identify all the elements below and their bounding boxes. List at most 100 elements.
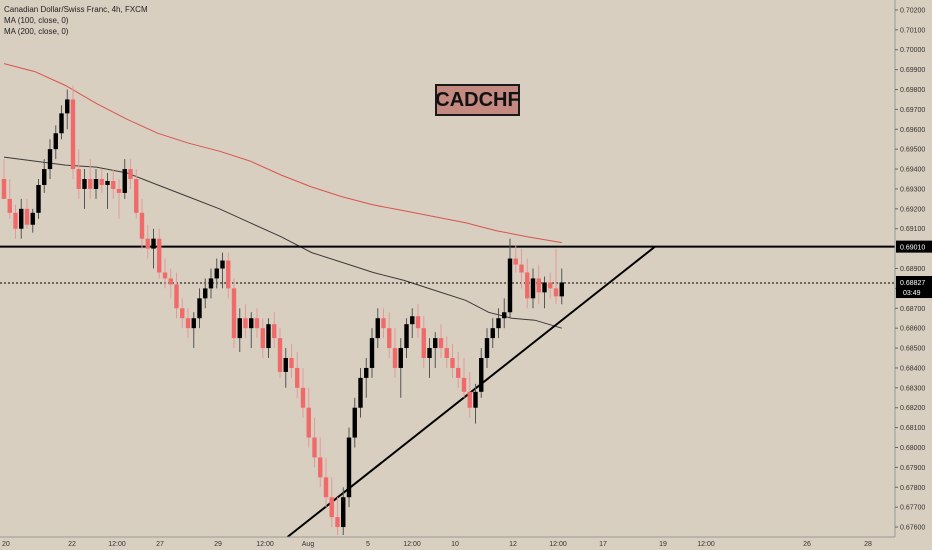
candle-body <box>369 338 375 368</box>
candle-body <box>70 99 76 170</box>
candle <box>553 248 559 305</box>
candle <box>116 179 122 219</box>
candle <box>375 308 380 349</box>
candle-body <box>312 437 317 458</box>
support-price-label: 0.69010 <box>900 245 925 252</box>
y-tick-label: 0.70000 <box>900 47 925 54</box>
candle-body <box>42 169 47 185</box>
x-tick-label: 12:00 <box>108 541 126 548</box>
candle <box>283 348 288 388</box>
candle <box>249 312 254 349</box>
candle-body <box>467 391 472 408</box>
candle <box>444 336 449 368</box>
candle <box>364 358 369 398</box>
candle-body <box>243 318 248 329</box>
candle <box>410 308 415 339</box>
candle-body <box>398 348 403 368</box>
candle <box>323 457 329 508</box>
candle-body <box>111 180 116 189</box>
candle <box>519 248 524 289</box>
y-tick-label: 0.68900 <box>900 266 925 273</box>
candle-body <box>375 318 380 339</box>
x-tick-label: 28 <box>864 541 872 548</box>
candle-body <box>329 497 334 518</box>
candle-body <box>323 477 329 498</box>
y-tick-label: 0.68400 <box>900 365 925 372</box>
candle <box>1 159 7 199</box>
candle <box>559 268 564 305</box>
candle <box>513 244 518 273</box>
candle-body <box>450 358 455 368</box>
candle-body <box>548 282 553 289</box>
candle <box>381 308 386 339</box>
candle-body <box>88 179 93 189</box>
candle-body <box>490 328 495 339</box>
candle-body <box>1 179 7 199</box>
candle-body <box>116 188 122 193</box>
candle <box>180 298 185 329</box>
candle <box>93 169 99 199</box>
candle <box>82 169 87 209</box>
x-tick-label: 17 <box>599 541 607 548</box>
candle <box>7 179 12 219</box>
candle-body <box>392 348 398 368</box>
y-tick-label: 0.69400 <box>900 167 925 174</box>
candle-body <box>30 212 35 225</box>
candle <box>30 208 35 233</box>
chart-legend: Canadian Dollar/Swiss Franc, 4h, FXCM MA… <box>4 4 148 37</box>
x-tick-label: 12:00 <box>549 541 567 548</box>
ma200-line <box>3 63 562 244</box>
y-tick-label: 0.67600 <box>900 525 925 532</box>
candle <box>542 276 547 309</box>
candle-body <box>272 324 277 339</box>
candle <box>277 328 283 378</box>
candle-body <box>381 318 386 329</box>
ma100-legend: MA (100, close, 0) <box>4 16 69 25</box>
candle-body <box>13 212 18 229</box>
candle-body <box>24 208 30 225</box>
candle-body <box>473 391 478 408</box>
candle-body <box>203 288 208 299</box>
candle <box>151 228 156 269</box>
candle-body <box>249 318 254 329</box>
candle-body <box>59 113 64 134</box>
candle-body <box>507 258 513 313</box>
x-tick-label: 10 <box>451 541 459 548</box>
candle-body <box>318 457 323 478</box>
y-tick-label: 0.69100 <box>900 226 925 233</box>
candle-body <box>266 324 271 349</box>
candle <box>479 348 484 398</box>
candle <box>185 308 191 339</box>
candle <box>88 159 93 199</box>
y-tick-label: 0.69800 <box>900 87 925 94</box>
x-tick-label: 19 <box>659 541 667 548</box>
candle <box>433 332 438 368</box>
candle-body <box>300 387 306 408</box>
candle-body <box>346 437 352 498</box>
x-tick-label: 29 <box>214 541 222 548</box>
candle-body <box>352 407 357 438</box>
y-tick-label: 0.70200 <box>900 7 925 14</box>
candle-body <box>421 328 426 358</box>
candle <box>358 367 363 418</box>
candle <box>266 318 271 358</box>
candle-body <box>341 497 346 528</box>
candle-body <box>536 278 541 293</box>
candle <box>525 258 530 309</box>
candle-body <box>254 318 260 329</box>
candle-body <box>162 272 168 279</box>
candle <box>128 159 133 189</box>
candle-body <box>237 318 242 339</box>
candle-body <box>415 316 421 329</box>
candle-body <box>530 278 536 299</box>
candle <box>76 149 81 199</box>
candle <box>387 312 392 358</box>
candle-body <box>99 179 104 185</box>
candle-body <box>157 238 162 273</box>
candle-body <box>191 318 196 329</box>
candle <box>53 125 58 160</box>
candle <box>157 228 162 279</box>
candle-body <box>36 184 41 213</box>
candle <box>36 179 41 219</box>
